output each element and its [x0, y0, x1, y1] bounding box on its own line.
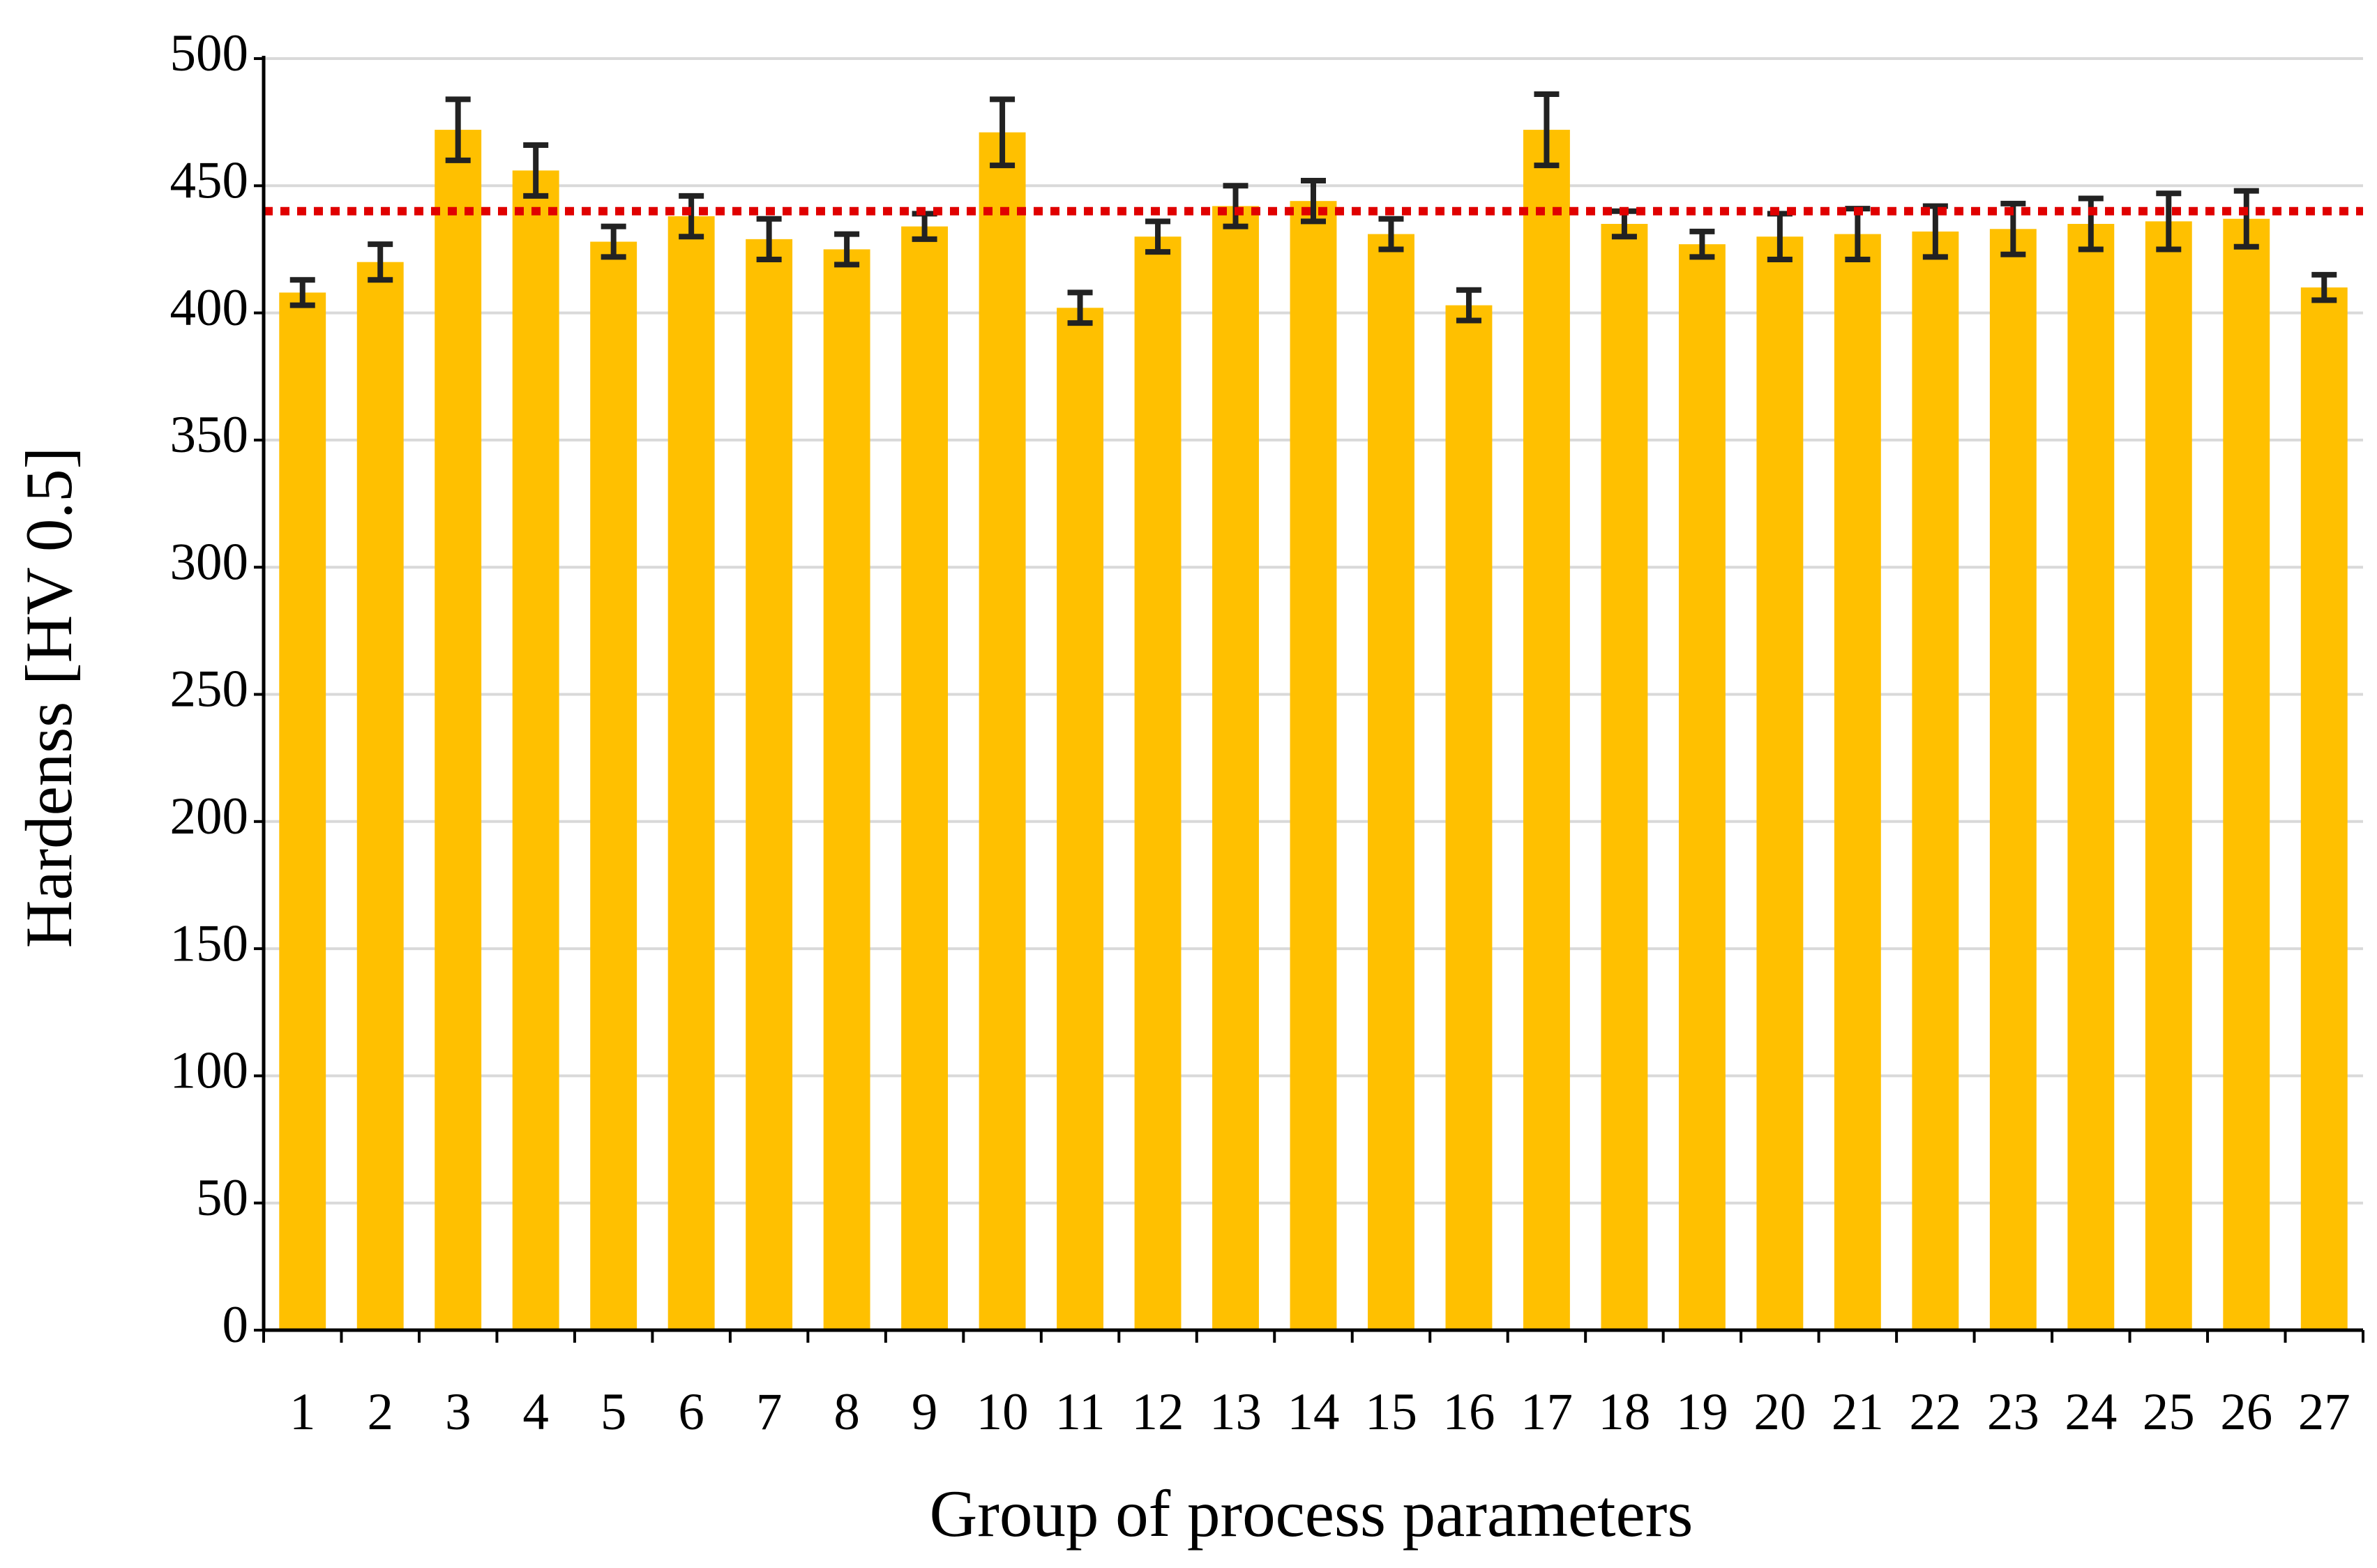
bar — [2145, 221, 2192, 1330]
bar — [979, 132, 1026, 1330]
x-tick-label: 24 — [2065, 1383, 2117, 1441]
bar — [1601, 223, 1648, 1330]
bar — [901, 226, 949, 1330]
bar — [1212, 206, 1259, 1330]
bar — [1834, 234, 1881, 1331]
x-tick-label: 10 — [976, 1383, 1029, 1441]
y-tick-label: 200 — [170, 787, 249, 845]
y-tick-label: 50 — [196, 1169, 248, 1227]
error-bar — [756, 216, 782, 263]
x-tick-label: 2 — [367, 1383, 393, 1441]
error-bar — [1145, 218, 1171, 255]
x-tick-label: 22 — [1909, 1383, 1961, 1441]
error-bar — [2156, 190, 2182, 252]
bar — [1989, 229, 2037, 1331]
error-bar — [1534, 91, 1560, 169]
x-tick-label: 18 — [1598, 1383, 1650, 1441]
bar — [667, 216, 715, 1330]
x-tick-label: 9 — [912, 1383, 938, 1441]
error-bar — [1689, 228, 1715, 260]
x-tick-label: 13 — [1209, 1383, 1262, 1441]
x-tick-label: 17 — [1520, 1383, 1573, 1441]
error-bar — [990, 96, 1016, 169]
bar — [435, 130, 482, 1330]
error-bar — [834, 231, 860, 268]
x-tick-label: 5 — [601, 1383, 627, 1441]
error-bar — [1223, 183, 1248, 229]
error-bar — [2078, 195, 2104, 252]
y-tick-label: 100 — [170, 1042, 249, 1100]
y-axis-title: Hardenss [HV 0.5] — [12, 447, 86, 949]
bar — [1134, 236, 1182, 1331]
x-tick-label: 1 — [289, 1383, 316, 1441]
error-bar — [368, 241, 393, 283]
y-tick-label: 350 — [170, 406, 249, 464]
error-bar — [523, 142, 549, 199]
bar — [1445, 305, 1493, 1330]
bar — [1912, 231, 1959, 1331]
y-tick-label: 150 — [170, 914, 249, 972]
x-tick-label: 26 — [2220, 1383, 2272, 1441]
bar — [823, 249, 870, 1331]
x-tick-label: 12 — [1132, 1383, 1184, 1441]
error-bar — [601, 223, 626, 260]
error-bar — [1922, 203, 1948, 260]
bar — [2300, 287, 2348, 1330]
bar — [279, 292, 326, 1330]
x-tick-label: 8 — [833, 1383, 860, 1441]
bar — [1756, 236, 1804, 1331]
x-tick-label: 23 — [1987, 1383, 2039, 1441]
x-tick-label: 19 — [1676, 1383, 1728, 1441]
bar — [512, 170, 559, 1331]
x-tick-label: 21 — [1832, 1383, 1884, 1441]
error-bar — [1067, 289, 1093, 326]
x-tick-label: 6 — [678, 1383, 704, 1441]
error-bar — [2233, 188, 2259, 250]
bar — [746, 239, 793, 1331]
error-bar — [1378, 216, 1404, 252]
error-bar — [289, 277, 315, 308]
bar — [590, 241, 637, 1331]
x-tick-label: 4 — [522, 1383, 549, 1441]
bar — [2223, 218, 2270, 1330]
error-bar — [1456, 287, 1481, 324]
x-tick-label: 14 — [1288, 1383, 1340, 1441]
x-axis-title: Group of process parameters — [930, 1477, 1693, 1551]
x-tick-label: 11 — [1055, 1383, 1105, 1441]
y-tick-label: 400 — [170, 279, 249, 337]
bar — [1523, 130, 1570, 1330]
y-tick-label: 500 — [170, 24, 249, 82]
bar — [356, 262, 404, 1331]
bar — [1368, 234, 1414, 1331]
x-tick-label: 7 — [756, 1383, 783, 1441]
x-tick-label: 15 — [1365, 1383, 1417, 1441]
x-tick-label: 3 — [445, 1383, 471, 1441]
x-tick-label: 27 — [2298, 1383, 2350, 1441]
y-tick-label: 300 — [170, 533, 249, 591]
bar — [1057, 308, 1103, 1331]
error-bar — [679, 193, 704, 240]
bar — [1290, 201, 1337, 1330]
error-bar — [2311, 271, 2337, 303]
x-tick-label: 20 — [1753, 1383, 1806, 1441]
error-bar — [1301, 178, 1326, 225]
x-tick-label: 25 — [2143, 1383, 2195, 1441]
y-tick-label: 0 — [222, 1296, 249, 1354]
bar — [2067, 223, 2115, 1330]
x-tick-label: 16 — [1442, 1383, 1495, 1441]
error-bar — [445, 96, 471, 163]
bar — [1678, 244, 1726, 1331]
y-tick-label: 450 — [170, 152, 249, 210]
y-tick-label: 250 — [170, 661, 249, 718]
